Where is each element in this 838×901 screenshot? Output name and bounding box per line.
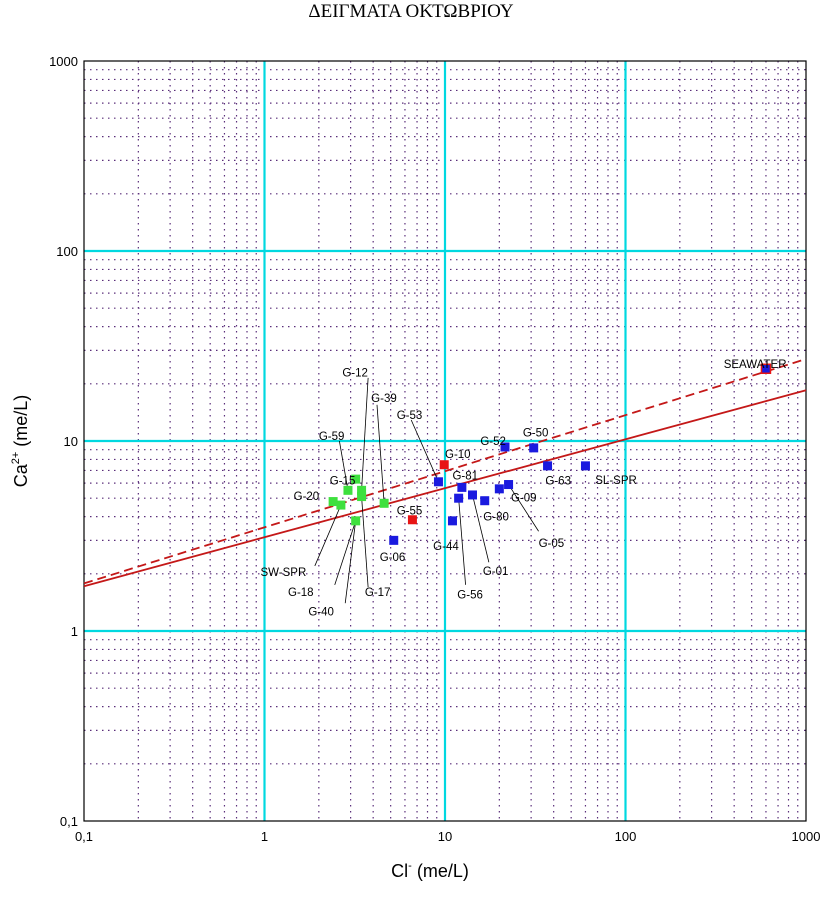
point-label: G-63 (545, 475, 571, 487)
point-label: SW-SPR (260, 567, 306, 579)
leader-line (472, 494, 490, 563)
data-point (454, 493, 464, 503)
x-axis-label: Cl- (me/L) (391, 860, 469, 881)
leader-line (361, 496, 369, 588)
leader-line (334, 520, 357, 585)
data-point (343, 485, 353, 495)
y-axis-label: Ca2+ (me/L) (10, 395, 31, 488)
x-axis-label-sup: - (408, 860, 412, 872)
leader-line (508, 484, 539, 532)
point-label: G-55 (397, 506, 423, 518)
data-point (760, 363, 772, 375)
point-label: G-52 (480, 436, 506, 448)
data-point (504, 480, 514, 490)
leader-line (458, 498, 466, 585)
point-label: G-20 (294, 491, 320, 503)
x-tick-label: 1 (261, 829, 268, 844)
x-tick-labels: 0,1 1 10 100 1000 (75, 829, 821, 844)
y-tick-label: 0,1 (60, 814, 78, 829)
y-tick-label: 100 (56, 244, 78, 259)
chart-title: ΔΕΙΓΜΑΤΑ ΟΚΤΩΒΡΙΟΥ (308, 1, 514, 22)
point-label: G-56 (457, 589, 483, 601)
x-tick-label: 10 (438, 829, 452, 844)
point-label: G-40 (308, 606, 334, 618)
data-point (439, 460, 449, 470)
y-tick-label: 1 (71, 624, 78, 639)
point-label: G-06 (380, 552, 406, 564)
point-label: G-12 (342, 367, 368, 379)
y-axis-label-base: Ca (11, 463, 31, 487)
point-label: G-53 (397, 410, 423, 422)
major-grid (84, 61, 806, 821)
leader-line (339, 440, 349, 491)
label-leaders (314, 377, 539, 604)
dashed-trend-line (83, 358, 807, 585)
data-point (328, 497, 338, 507)
point-label: G-80 (483, 512, 509, 524)
point-label: G-18 (288, 587, 314, 599)
x-tick-label: 100 (615, 829, 637, 844)
data-points (328, 363, 772, 545)
y-tick-label: 1000 (49, 54, 78, 69)
leader-line (376, 404, 385, 504)
data-point (351, 474, 361, 484)
data-point (447, 516, 457, 526)
point-label: G-10 (445, 449, 471, 461)
data-point (480, 496, 490, 506)
point-label: G-01 (483, 566, 509, 578)
data-point (543, 461, 553, 471)
plot-frame (83, 60, 807, 822)
point-label: SEAWATER (724, 359, 787, 371)
y-axis-label-unit: (me/L) (11, 395, 31, 452)
data-point (389, 535, 399, 545)
data-point (494, 484, 504, 494)
point-labels: G-15G-20SW-SPRG-18G-40G-17G-59G-12G-39G-… (260, 359, 786, 619)
y-tick-labels: 0,1 1 10 100 1000 (49, 54, 78, 829)
point-label: G-44 (433, 541, 459, 553)
data-point (500, 442, 510, 452)
data-point (357, 492, 367, 502)
data-point (379, 498, 389, 508)
data-point (357, 485, 367, 495)
solid-trend-line (83, 389, 807, 588)
data-point (433, 477, 443, 487)
x-tick-label: 1000 (792, 829, 821, 844)
x-axis-label-base: Cl (391, 861, 408, 881)
leader-line (361, 377, 369, 491)
point-label: G-15 (330, 475, 356, 487)
data-point (457, 482, 467, 492)
x-axis-label-unit: (me/L) (412, 861, 469, 881)
data-point (336, 500, 346, 510)
leader-line (344, 520, 357, 604)
data-point (529, 443, 539, 453)
point-label: G-59 (319, 431, 345, 443)
leader-line (410, 419, 439, 482)
x-tick-label: 0,1 (75, 829, 93, 844)
point-label: G-81 (452, 470, 478, 482)
point-label: G-39 (371, 393, 397, 405)
point-label: G-50 (523, 427, 549, 439)
data-point (467, 490, 477, 500)
data-point (580, 461, 590, 471)
point-label: G-05 (539, 538, 565, 550)
trend-lines (83, 358, 807, 588)
point-label: SL-SPR (595, 475, 637, 487)
data-point (407, 515, 417, 525)
y-axis-label-sup: 2+ (10, 452, 22, 465)
data-point (351, 516, 361, 526)
y-tick-label: 10 (64, 434, 78, 449)
leader-line (314, 504, 342, 567)
point-label: G-17 (365, 587, 391, 599)
point-label: G-09 (511, 492, 537, 504)
